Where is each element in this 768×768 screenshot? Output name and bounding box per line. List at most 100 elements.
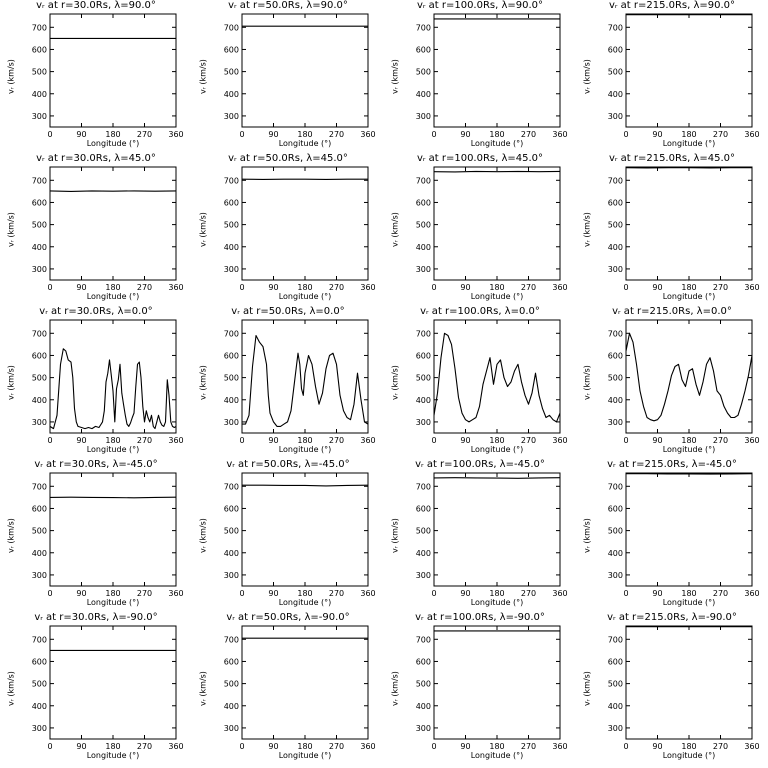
chart-panel: vᵣ at r=30.0Rs, λ=0.0° vᵣ (km/s) Longitude… (0, 306, 192, 459)
x-axis-label: Longitude (°) (86, 598, 140, 607)
chart-svg: 0 90 180 270 360 300 400 500 600 700 (608, 166, 760, 292)
chart-title: vᵣ at r=100.0Rs, λ=45.0° (416, 153, 544, 164)
y-tick-label: 400 (416, 243, 431, 252)
x-tick-label: 90 (652, 742, 662, 751)
y-tick-label: 700 (608, 329, 623, 338)
chart-svg: 0 90 180 270 360 300 400 500 600 700 (416, 13, 568, 139)
chart-svg: 0 90 180 270 360 300 400 500 600 700 (32, 319, 184, 445)
y-tick-label: 400 (32, 702, 47, 711)
y-tick-label: 700 (32, 482, 47, 491)
x-axis-label: Longitude (°) (662, 598, 716, 607)
x-tick-label: 0 (47, 283, 52, 292)
x-tick-label: 90 (652, 589, 662, 598)
y-tick-label: 700 (416, 329, 431, 338)
chart-panel: vᵣ at r=215.0Rs, λ=90.0° vᵣ (km/s) Longitu… (576, 0, 768, 153)
chart-panel: vᵣ at r=215.0Rs, λ=-45.0° vᵣ (km/s) Longit… (576, 459, 768, 612)
y-tick-label: 400 (608, 90, 623, 99)
chart-svg: 0 90 180 270 360 300 400 500 600 700 (608, 625, 760, 751)
plot-frame (241, 166, 369, 281)
x-tick-label: 270 (329, 742, 344, 751)
x-tick-label: 180 (681, 130, 696, 139)
x-tick-label: 180 (105, 130, 120, 139)
y-tick-label: 500 (416, 680, 431, 689)
y-tick-label: 500 (224, 374, 239, 383)
y-tick-label: 600 (32, 657, 47, 666)
x-tick-label: 360 (168, 742, 183, 751)
series-line (625, 332, 753, 422)
y-tick-label: 500 (224, 68, 239, 77)
chart-panel: vᵣ at r=100.0Rs, λ=45.0° vᵣ (km/s) Longitu… (384, 153, 576, 306)
x-axis-label: Longitude (°) (278, 598, 332, 607)
y-tick-label: 500 (32, 527, 47, 536)
x-tick-label: 0 (431, 742, 436, 751)
y-tick-label: 300 (224, 265, 239, 274)
plot-frame (625, 319, 753, 434)
y-tick-label: 700 (224, 23, 239, 32)
plot-frame (241, 13, 369, 128)
x-tick-label: 90 (76, 589, 86, 598)
y-tick-label: 500 (416, 68, 431, 77)
y-tick-label: 400 (224, 702, 239, 711)
y-tick-label: 400 (416, 90, 431, 99)
chart-title: vᵣ at r=30.0Rs, λ=45.0° (36, 153, 156, 164)
y-tick-label: 500 (32, 374, 47, 383)
x-axis-label: Longitude (°) (470, 445, 524, 454)
chart-title: vᵣ at r=215.0Rs, λ=-45.0° (607, 459, 737, 470)
y-tick-label: 500 (32, 680, 47, 689)
y-tick-label: 700 (32, 23, 47, 32)
x-tick-label: 90 (268, 742, 278, 751)
x-tick-label: 180 (297, 589, 312, 598)
chart-panel: vᵣ at r=30.0Rs, λ=-45.0° vᵣ (km/s) Longitu… (0, 459, 192, 612)
x-tick-label: 270 (713, 589, 728, 598)
plot-frame (241, 472, 369, 587)
y-tick-label: 600 (416, 198, 431, 207)
y-tick-label: 500 (32, 68, 47, 77)
chart-svg: 0 90 180 270 360 300 400 500 600 700 (32, 472, 184, 598)
x-tick-label: 0 (623, 283, 628, 292)
y-tick-label: 300 (32, 112, 47, 121)
x-tick-label: 0 (431, 130, 436, 139)
x-tick-label: 180 (297, 436, 312, 445)
chart-title: vᵣ at r=100.0Rs, λ=-90.0° (415, 612, 545, 623)
x-tick-label: 0 (623, 130, 628, 139)
y-tick-label: 400 (416, 702, 431, 711)
series-line (49, 190, 177, 192)
y-tick-label: 600 (608, 504, 623, 513)
y-tick-label: 500 (224, 221, 239, 230)
y-tick-label: 500 (32, 221, 47, 230)
x-tick-label: 90 (460, 742, 470, 751)
x-tick-label: 0 (239, 436, 244, 445)
chart-panel: vᵣ at r=100.0Rs, λ=-45.0° vᵣ (km/s) Longit… (384, 459, 576, 612)
y-tick-label: 300 (224, 724, 239, 733)
y-tick-label: 300 (416, 418, 431, 427)
x-axis-label: Longitude (°) (278, 139, 332, 148)
y-tick-label: 300 (224, 571, 239, 580)
series-line (242, 484, 369, 487)
y-tick-label: 600 (32, 45, 47, 54)
chart-title: vᵣ at r=50.0Rs, λ=-45.0° (226, 459, 350, 470)
x-tick-label: 180 (681, 742, 696, 751)
x-axis-label: Longitude (°) (662, 139, 716, 148)
x-tick-label: 360 (552, 436, 567, 445)
x-tick-label: 360 (168, 130, 183, 139)
x-tick-label: 0 (47, 589, 52, 598)
x-tick-label: 90 (76, 130, 86, 139)
x-tick-label: 180 (681, 283, 696, 292)
series-line (433, 477, 561, 479)
x-tick-label: 180 (297, 742, 312, 751)
x-tick-label: 90 (76, 283, 86, 292)
y-tick-label: 600 (32, 198, 47, 207)
x-tick-label: 180 (489, 742, 504, 751)
x-tick-label: 180 (105, 742, 120, 751)
x-tick-label: 270 (713, 742, 728, 751)
chart-svg: 0 90 180 270 360 300 400 500 600 700 (416, 319, 568, 445)
x-axis-label: Longitude (°) (278, 751, 332, 760)
chart-panel: vᵣ at r=215.0Rs, λ=45.0° vᵣ (km/s) Longitu… (576, 153, 768, 306)
y-tick-label: 700 (416, 635, 431, 644)
plot-frame (49, 472, 177, 587)
plot-frame (625, 166, 753, 281)
y-tick-label: 300 (608, 265, 623, 274)
y-tick-label: 700 (224, 176, 239, 185)
x-tick-label: 270 (713, 130, 728, 139)
series-line (242, 334, 369, 427)
